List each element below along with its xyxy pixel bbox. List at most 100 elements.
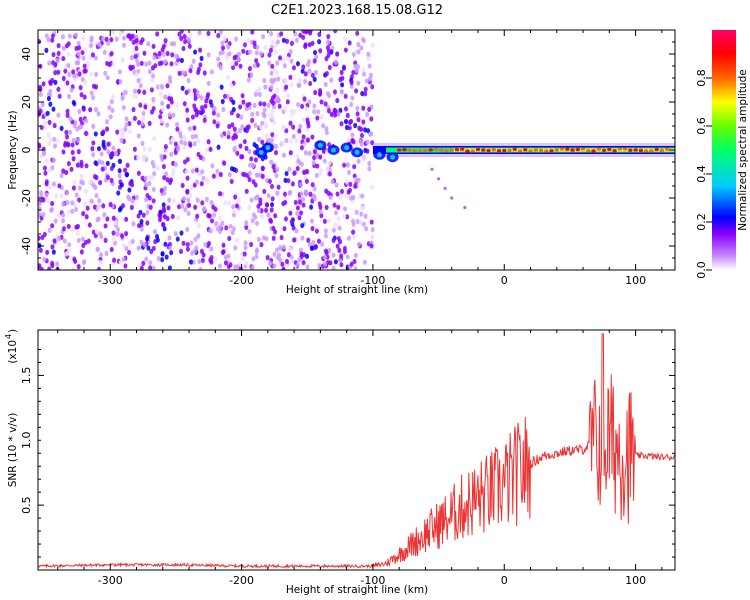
- spectrogram-cell: [83, 188, 88, 194]
- spectrogram-cell: [110, 30, 115, 35]
- spectrogram-cell: [352, 164, 357, 170]
- spectrogram-cell: [195, 213, 200, 219]
- spectrogram-cell: [104, 250, 109, 256]
- spectrogram-cell: [44, 158, 49, 164]
- x-tick-label: 100: [625, 274, 646, 287]
- spectrogram-cell: [182, 136, 187, 142]
- spectrogram-cell: [361, 38, 366, 44]
- spectrogram-cell: [180, 85, 185, 91]
- signal-peak: [523, 148, 528, 152]
- spectrogram-cell: [298, 32, 303, 38]
- spectrogram-cell: [118, 31, 123, 37]
- spectrogram-cell: [185, 246, 190, 252]
- spectrogram-cell: [336, 215, 341, 222]
- spectrogram-cell: [66, 142, 71, 148]
- spectrogram-cell: [175, 236, 180, 242]
- spectrogram-cell: [195, 179, 200, 185]
- spectrogram-cell: [356, 41, 361, 48]
- spectrogram-cell: [299, 191, 304, 197]
- spectrogram-cell: [38, 143, 42, 149]
- spectrogram-cell: [249, 241, 254, 248]
- spectrogram-cell: [324, 130, 329, 136]
- spectrogram-cell: [331, 265, 336, 270]
- spectrogram-cell: [47, 140, 52, 146]
- spectrogram-cell: [47, 167, 52, 173]
- spectrogram-cell: [355, 105, 360, 112]
- spectrogram-cell: [355, 111, 360, 117]
- spectrogram-cell: [240, 124, 245, 130]
- spectrogram-cell: [81, 55, 86, 61]
- spectrogram-cell: [338, 194, 343, 201]
- spectrogram-cell: [266, 137, 271, 143]
- spectrogram-cell: [131, 221, 136, 227]
- spectrogram-cell: [272, 120, 277, 126]
- spectrogram-cell: [152, 135, 157, 142]
- spectrogram-cell: [323, 261, 328, 267]
- spectrogram-cell: [131, 93, 136, 99]
- spectrogram-cell: [44, 192, 49, 198]
- spectrogram-cell: [165, 216, 170, 222]
- spectrogram-cell: [181, 45, 186, 52]
- spectrogram-cell: [264, 123, 269, 129]
- spectrogram-cell: [353, 252, 358, 259]
- spectrogram-cell: [290, 181, 295, 187]
- spectrogram-cell: [118, 259, 123, 265]
- spectrogram-cell: [42, 256, 47, 263]
- spectrogram-cell: [50, 223, 55, 229]
- spectrogram-cell: [236, 113, 241, 119]
- spectrogram-cell: [345, 112, 350, 119]
- spectrogram-cell: [77, 45, 82, 51]
- spectrogram-cell: [124, 121, 129, 128]
- spectrogram-cell: [56, 86, 61, 92]
- spectrogram-cell: [105, 126, 110, 132]
- spectrogram-cell: [297, 82, 302, 88]
- spectrogram-cell: [289, 40, 294, 46]
- spectrogram-cell: [367, 63, 372, 69]
- spectrogram-cell: [339, 188, 344, 195]
- spectrogram-cell: [363, 86, 368, 92]
- spectrogram-cell: [211, 173, 216, 179]
- spectrogram-cell: [270, 196, 275, 202]
- signal-peak: [454, 147, 460, 152]
- spectrogram-cell: [237, 127, 242, 134]
- spectrogram-cell: [77, 71, 82, 77]
- spectrogram-cell: [185, 107, 190, 113]
- spectrogram-cell: [38, 206, 42, 212]
- spectrogram-cell: [369, 116, 374, 122]
- spectrogram-cell: [89, 198, 94, 204]
- spectrogram-cell: [83, 47, 88, 53]
- spectrogram-cell: [150, 77, 155, 83]
- spectrogram-cell: [180, 203, 185, 209]
- spectrogram-cell: [128, 65, 133, 72]
- spectrogram-cell: [307, 68, 312, 74]
- spectrogram-cell: [321, 123, 326, 129]
- spectrogram-cell: [107, 105, 112, 111]
- spectrogram-cell: [205, 147, 210, 153]
- spectrogram-cell: [258, 101, 263, 107]
- signal-peak: [607, 147, 612, 152]
- spectrogram-cell: [85, 60, 90, 66]
- spectrogram-cell: [68, 129, 73, 135]
- spectrogram-cell: [345, 254, 350, 260]
- spectrogram-cell: [47, 60, 52, 66]
- spectrogram-cell: [80, 49, 85, 56]
- signal-peak: [491, 148, 496, 152]
- spectrogram-cell: [189, 240, 194, 246]
- spectrogram-cell: [299, 251, 304, 257]
- spectrogram-cell: [436, 177, 441, 181]
- spectrogram-cell: [70, 142, 75, 148]
- y-tick-label: 1.5: [20, 367, 33, 385]
- spectrogram-cell: [289, 219, 294, 225]
- spectrogram-cell: [157, 60, 162, 67]
- spectrogram-cell: [193, 49, 198, 55]
- spectrogram-cell: [141, 212, 146, 218]
- spectrogram-cell: [226, 130, 231, 136]
- spectrogram-cell: [231, 212, 236, 218]
- spectrogram-cell: [315, 115, 320, 121]
- spectrogram-cell: [450, 196, 454, 200]
- snr-scale-close: ): [7, 329, 19, 333]
- spectrogram-cell: [271, 100, 276, 106]
- spectrogram-cell: [186, 37, 191, 43]
- spectrogram-cell: [236, 51, 241, 57]
